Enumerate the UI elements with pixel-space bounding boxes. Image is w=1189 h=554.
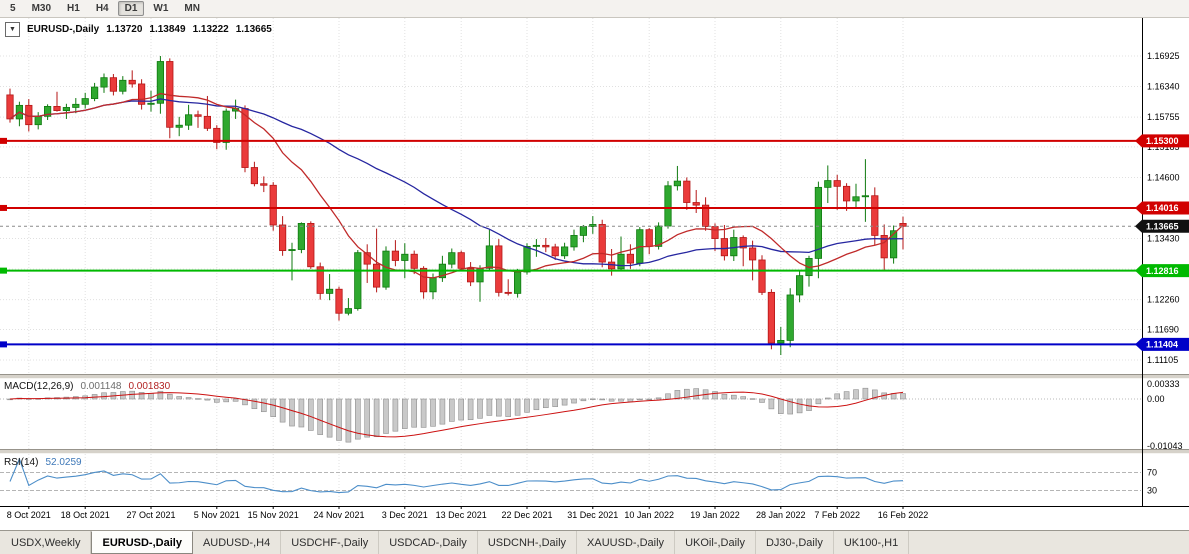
- chart-tab-ukoil-daily[interactable]: UKOil-,Daily: [675, 531, 756, 554]
- svg-text:1.12260: 1.12260: [1147, 295, 1180, 305]
- chart-canvas[interactable]: 1.169251.163401.157551.151851.146001.134…: [0, 18, 1189, 530]
- timeframe-button-mn[interactable]: MN: [184, 3, 200, 14]
- svg-text:1.11690: 1.11690: [1147, 324, 1179, 334]
- chart-tabs-bar: USDX,Weekly EURUSD-,Daily AUDUSD-,H4 USDCHF…: [0, 530, 1189, 554]
- timeframe-button-w1[interactable]: W1: [153, 3, 169, 14]
- svg-text:28 Jan 2022: 28 Jan 2022: [756, 510, 806, 520]
- rsi-pane: [0, 457, 1141, 494]
- svg-text:18 Oct 2021: 18 Oct 2021: [61, 510, 110, 520]
- chart-tab-dj30-daily[interactable]: DJ30-,Daily: [756, 531, 834, 554]
- timeframe-button-d1[interactable]: D1: [117, 1, 145, 16]
- rsi-line: [9, 457, 904, 494]
- chart-tab-xauusd-daily[interactable]: XAUUSD-,Daily: [577, 531, 676, 554]
- price-low: 1.13222: [192, 24, 229, 35]
- svg-text:16 Feb 2022: 16 Feb 2022: [878, 510, 929, 520]
- svg-text:1.14600: 1.14600: [1147, 172, 1180, 182]
- pane-separators[interactable]: [0, 374, 1189, 454]
- svg-text:13 Dec 2021: 13 Dec 2021: [436, 510, 487, 520]
- macd-label: MACD(12,26,9): [4, 381, 74, 392]
- svg-text:5 Nov 2021: 5 Nov 2021: [194, 510, 240, 520]
- svg-text:7 Feb 2022: 7 Feb 2022: [814, 510, 860, 520]
- svg-text:1.13665: 1.13665: [1146, 221, 1179, 231]
- timeframe-button-m30[interactable]: M30: [31, 3, 52, 14]
- timeframe-toolbar: 5 M30 H1 H4 D1 W1 MN: [0, 0, 1189, 18]
- macd-header: MACD(12,26,9) 0.001148 0.001830: [4, 381, 170, 392]
- chevron-down-icon[interactable]: ▼: [5, 22, 20, 37]
- chart-tab-usdx-weekly[interactable]: USDX,Weekly: [1, 531, 92, 554]
- symbol-period-label: EURUSD-,Daily: [27, 24, 100, 35]
- svg-text:0.00: 0.00: [1147, 394, 1165, 404]
- price-open: 1.13720: [106, 24, 143, 35]
- macd-signal-line: [9, 391, 904, 438]
- chart-tab-usdchf-daily[interactable]: USDCHF-,Daily: [281, 531, 380, 554]
- svg-text:1.12816: 1.12816: [1146, 266, 1179, 276]
- svg-text:22 Dec 2021: 22 Dec 2021: [501, 510, 552, 520]
- svg-text:1.15755: 1.15755: [1147, 112, 1180, 122]
- rsi-header: RSI(14) 52.0259: [4, 457, 82, 468]
- price-close: 1.13665: [235, 24, 272, 35]
- svg-text:1.11105: 1.11105: [1147, 355, 1178, 365]
- svg-text:10 Jan 2022: 10 Jan 2022: [624, 510, 674, 520]
- svg-text:8 Oct 2021: 8 Oct 2021: [7, 510, 51, 520]
- macd-main-value: 0.001148: [80, 381, 122, 392]
- hline-layer: [0, 137, 1141, 348]
- svg-text:-0.01043: -0.01043: [1147, 441, 1183, 451]
- rsi-label: RSI(14): [4, 457, 39, 468]
- ma-13-line: [9, 92, 904, 279]
- chart-ohlc-header: ▼ EURUSD-,Daily 1.13720 1.13849 1.13222 …: [5, 22, 272, 37]
- svg-text:3 Dec 2021: 3 Dec 2021: [382, 510, 428, 520]
- svg-text:19 Jan 2022: 19 Jan 2022: [690, 510, 740, 520]
- moving-averages-layer: [9, 92, 904, 279]
- svg-text:15 Nov 2021: 15 Nov 2021: [248, 510, 299, 520]
- price-high: 1.13849: [149, 24, 186, 35]
- svg-text:27 Oct 2021: 27 Oct 2021: [126, 510, 175, 520]
- chart-tab-audusd-h4[interactable]: AUDUSD-,H4: [193, 531, 282, 554]
- svg-text:70: 70: [1147, 468, 1157, 478]
- svg-text:1.16925: 1.16925: [1147, 51, 1180, 61]
- rsi-value: 52.0259: [45, 457, 82, 468]
- svg-text:1.15300: 1.15300: [1146, 136, 1179, 146]
- timeframe-button-h1[interactable]: H1: [67, 3, 80, 14]
- price-badges: 1.15300 1.14016 1.12816 1.11404 1.13665: [1135, 134, 1189, 351]
- timeframe-button-5[interactable]: 5: [10, 3, 16, 14]
- macd-signal-value: 0.001830: [128, 381, 171, 392]
- chart-tab-usdcad-daily[interactable]: USDCAD-,Daily: [379, 531, 478, 554]
- macd-pane: [0, 387, 1141, 443]
- ma-34-line: [9, 98, 904, 267]
- chart-tab-usdcnh-daily[interactable]: USDCNH-,Daily: [478, 531, 578, 554]
- axis-layer: 1.169251.163401.157551.151851.146001.134…: [0, 18, 1189, 520]
- timeframe-button-h4[interactable]: H4: [95, 3, 109, 14]
- chart-tab-eurusd-daily[interactable]: EURUSD-,Daily: [91, 531, 193, 554]
- svg-text:1.16340: 1.16340: [1147, 82, 1180, 92]
- svg-text:1.14016: 1.14016: [1146, 203, 1179, 213]
- chart-tab-uk100-h1[interactable]: UK100-,H1: [834, 531, 910, 554]
- svg-text:30: 30: [1147, 486, 1157, 496]
- svg-text:1.13430: 1.13430: [1147, 234, 1180, 244]
- svg-text:0.00333: 0.00333: [1147, 379, 1180, 389]
- svg-text:1.11404: 1.11404: [1146, 340, 1178, 350]
- svg-text:24 Nov 2021: 24 Nov 2021: [313, 510, 364, 520]
- candles-layer: [6, 56, 907, 356]
- chart-window: 1.169251.163401.157551.151851.146001.134…: [0, 18, 1189, 530]
- svg-text:31 Dec 2021: 31 Dec 2021: [567, 510, 618, 520]
